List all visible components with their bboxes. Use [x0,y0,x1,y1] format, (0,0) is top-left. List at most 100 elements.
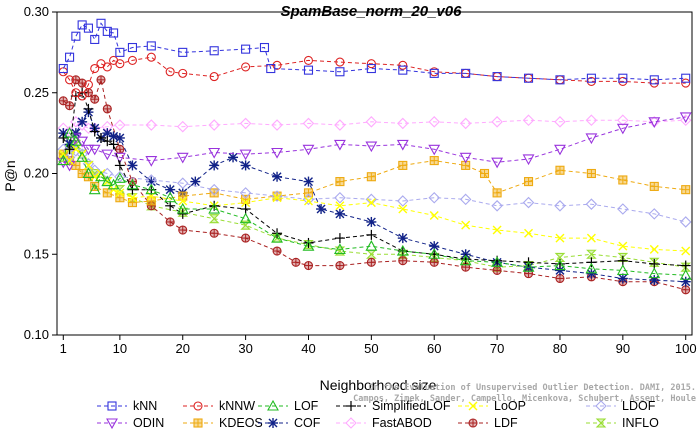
data-point-loop [618,241,628,251]
data-point-knn [366,63,376,74]
data-point-knn [461,68,471,78]
y-tick-label: 0.20 [24,166,49,181]
data-point-knn [102,26,112,36]
data-point-fastabod [554,116,566,128]
data-point-loop [71,144,81,154]
data-point-cof [649,275,660,286]
legend-marker-lof [267,399,279,411]
data-point-loop [649,244,659,254]
data-point-knn [492,72,502,82]
data-point-fastabod [114,119,126,131]
data-point-lof [208,202,221,214]
series-knn [58,18,691,85]
data-point-knnw [146,52,156,62]
data-point-knn [209,46,219,56]
data-point-odin [459,152,472,164]
y-tick-label: 0.25 [24,85,49,100]
legend-label-odin: ODIN [133,416,164,430]
legend-label-knn: kNN [133,399,157,413]
data-point-simplifiedlof [165,200,176,211]
legend-marker-ldof [595,400,607,412]
data-point-odin [176,152,189,164]
data-point-inflo [366,249,377,259]
data-point-lof [239,212,252,224]
data-point-cof [228,152,239,163]
data-point-kdeos [398,160,408,170]
data-point-odin [679,112,692,124]
data-point-odin [302,144,315,156]
data-point-kdeos [492,188,502,198]
data-point-lof [459,254,472,266]
legend-item-odin: ODIN [97,416,164,430]
data-point-ldf [429,257,439,267]
x-tick-label: 90 [616,341,630,356]
data-point-kdeos [335,177,345,187]
data-point-knnw [335,57,345,67]
data-point-simplifiedlof [177,208,188,219]
data-point-ldf [272,246,282,256]
data-point-fastabod [76,119,88,131]
data-point-knnw [366,59,376,69]
data-point-odin [585,133,598,145]
data-point-knnw [83,80,93,90]
data-point-cof [397,233,408,244]
data-point-ldof [554,200,566,212]
data-point-simplifiedlof [586,257,597,268]
data-point-lof [396,244,409,256]
data-point-odin [82,144,95,156]
data-point-ldof [101,167,114,180]
data-point-loop [303,196,313,206]
data-point-odin [101,149,114,161]
legend-marker-ldf [468,418,478,428]
data-point-ldf [303,261,314,271]
data-point-cof [77,116,88,127]
data-point-fastabod [491,116,503,128]
legend-item-loop: LoOP [458,399,526,413]
data-point-knn [146,41,156,51]
data-point-odin [396,139,409,151]
data-point-fastabod [334,119,346,131]
x-tick-label: 60 [427,341,441,356]
y-tick-label: 0.30 [24,4,49,19]
data-point-ldf [366,257,376,267]
data-point-loop [109,185,119,195]
data-point-ldof [397,195,409,207]
series-line-ldf [62,77,686,291]
data-point-knn [266,63,276,74]
data-point-lof [82,167,95,179]
data-point-lof [365,240,378,251]
series-line-fastabod [63,119,686,133]
data-point-ldf [165,217,175,227]
data-point-simplifiedlof [303,237,314,248]
data-point-knn [398,65,408,75]
data-point-odin [239,149,252,161]
data-point-kdeos [649,181,659,191]
data-point-odin [333,139,346,151]
y-tick-label: 0.15 [24,246,49,261]
data-point-lof [101,175,114,187]
data-point-odin [616,123,629,135]
series-loop [58,144,691,256]
data-point-knnw [241,62,251,72]
data-point-loop [492,225,502,235]
legend: kNN ODIN kNNW KDEOS LOF COF SimplifiedLOF FastA… [97,399,659,430]
data-point-lof [491,256,504,267]
data-point-ldof [428,191,441,204]
data-point-knnw [102,62,112,72]
data-point-odin [113,152,126,164]
data-point-knn [681,73,691,83]
x-tick-label: 70 [490,341,504,356]
data-point-simplifiedlof [114,160,125,171]
data-point-simplifiedlof [680,260,691,271]
data-point-knnw [303,55,314,66]
data-point-lof [126,178,139,190]
data-point-loop [115,188,125,198]
data-point-knnw [127,55,137,66]
data-point-cof [586,268,597,279]
data-point-ldf [241,233,251,243]
data-point-knnw [272,60,282,70]
x-tick-label: 100 [675,341,697,356]
data-point-kdeos [209,188,219,198]
data-point-loop [83,160,93,170]
